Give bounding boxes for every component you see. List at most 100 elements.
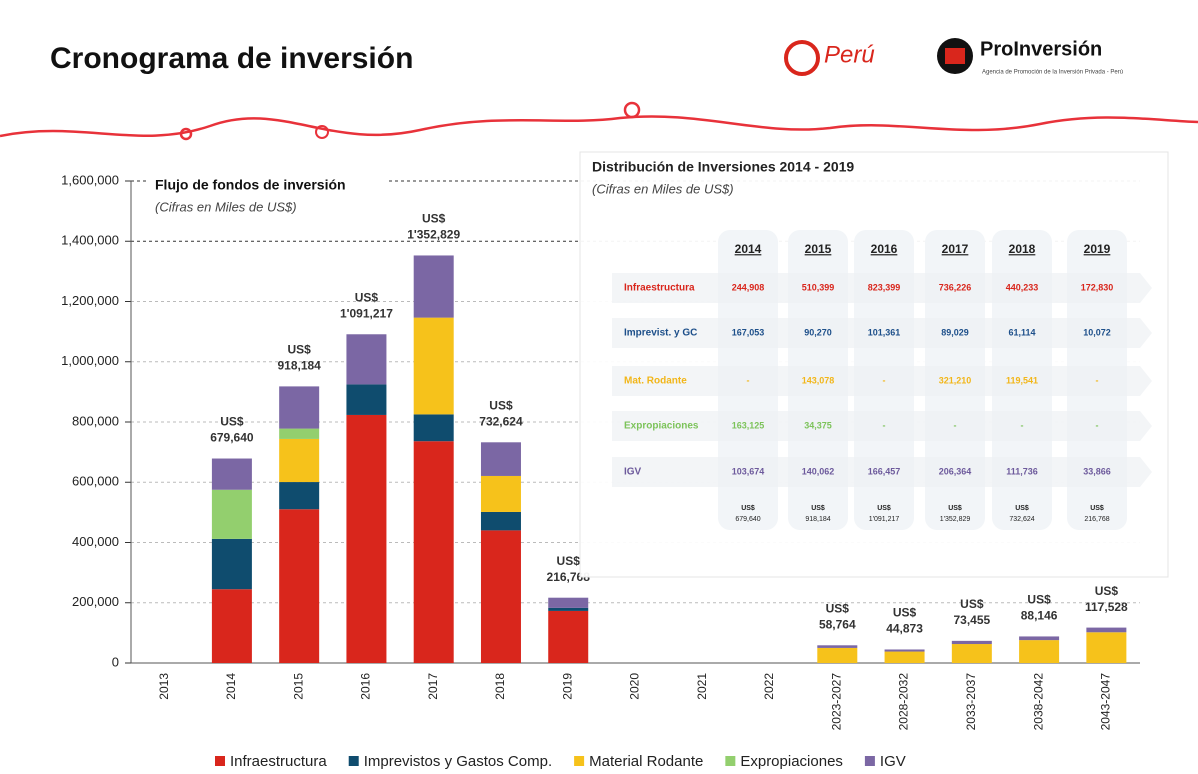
table-total: 732,624 (1009, 516, 1034, 523)
y-tick-label: 0 (112, 654, 119, 669)
x-tick-label: 2020 (628, 673, 642, 700)
peru-logo: Perú (824, 41, 875, 68)
row-label: Mat. Rodante (624, 376, 687, 387)
table-total: 216,768 (1084, 516, 1109, 523)
row-label: Infraestructura (624, 283, 695, 294)
total-prefix: US$ (811, 505, 825, 512)
legend-swatch (574, 756, 585, 766)
legend-label: Expropiaciones (740, 753, 843, 770)
column-header: 2017 (942, 242, 969, 256)
table-cell: 143,078 (802, 375, 835, 385)
table-cell: 119,541 (1006, 375, 1038, 385)
table-cell: - (883, 420, 886, 430)
table-cell: 34,375 (804, 420, 832, 430)
table-cell: 167,053 (732, 327, 765, 337)
total-label: 679,640 (210, 430, 254, 444)
total-prefix: US$ (877, 505, 891, 512)
total-label: 216,768 (547, 570, 591, 584)
y-tick-label: 200,000 (72, 594, 119, 609)
table-cell: 33,866 (1083, 466, 1111, 476)
table-total: 1'352,829 (940, 516, 971, 523)
table-cell: 736,226 (939, 282, 972, 292)
bar-segment (279, 386, 320, 429)
bar-segment (279, 482, 320, 510)
bar-segment (884, 651, 925, 663)
bar-segment (211, 589, 252, 663)
total-prefix: US$ (422, 212, 446, 226)
table-cell: 163,125 (732, 420, 765, 430)
legend-label: Infraestructura (230, 753, 327, 770)
inset-subtitle: (Cifras en Miles de US$) (592, 181, 734, 196)
slide-title: Cronograma de inversión (50, 42, 413, 75)
bar-segment (817, 647, 858, 663)
y-tick-label: 1,000,000 (61, 353, 119, 368)
total-prefix: US$ (893, 606, 917, 620)
table-total: 918,184 (805, 516, 830, 523)
total-label: 88,146 (1021, 609, 1058, 623)
table-cell: - (1021, 420, 1024, 430)
bar-segment (346, 384, 387, 415)
table-cell: 111,736 (1006, 466, 1038, 476)
bar-segment (413, 255, 454, 318)
legend-label: Material Rodante (589, 753, 703, 770)
legend-swatch (864, 756, 875, 766)
table-cell: 89,029 (941, 327, 969, 337)
bar-segment (548, 597, 589, 608)
legend-swatch (215, 756, 225, 766)
column-header: 2018 (1009, 242, 1036, 256)
y-tick-label: 1,400,000 (61, 233, 119, 248)
table-cell: 166,457 (868, 466, 901, 476)
x-tick-label: 2019 (560, 673, 574, 700)
x-tick-label: 2015 (291, 673, 305, 700)
x-tick-label: 2013 (157, 673, 171, 700)
table-cell: 440,233 (1006, 282, 1039, 292)
table-cell: 206,364 (939, 466, 972, 476)
bar-segment (279, 428, 320, 439)
decorative-wave (0, 115, 1198, 138)
bar-segment (884, 649, 925, 652)
bar-segment (548, 610, 589, 663)
row-arrow (612, 273, 1152, 303)
chart-title: Flujo de fondos de inversión (155, 177, 346, 193)
bar-segment (817, 645, 858, 648)
x-tick-label: 2017 (426, 673, 440, 700)
total-label: 117,528 (1085, 600, 1128, 614)
total-prefix: US$ (948, 505, 962, 512)
table-cell: - (883, 375, 886, 385)
column-header: 2019 (1084, 242, 1111, 256)
total-prefix: US$ (557, 554, 581, 568)
x-tick-label: 2016 (359, 673, 373, 700)
bar-segment (480, 511, 521, 531)
decor-dot (623, 101, 641, 119)
total-prefix: US$ (489, 398, 513, 412)
x-tick-label: 2022 (762, 673, 776, 700)
total-prefix: US$ (960, 597, 984, 611)
total-label: 918,184 (277, 359, 321, 373)
legend-label: Imprevistos y Gastos Comp. (364, 753, 552, 770)
table-cell: 321,210 (939, 375, 972, 385)
table-cell: 510,399 (802, 282, 835, 292)
total-prefix: US$ (220, 414, 244, 428)
inset-title: Distribución de Inversiones 2014 - 2019 (592, 159, 854, 175)
bar-segment (279, 509, 320, 663)
bar-segment (548, 607, 589, 611)
peru-logo-mark (784, 40, 820, 76)
row-arrow (612, 318, 1152, 348)
x-tick-label: 2021 (695, 673, 709, 700)
bar-segment (346, 334, 387, 385)
bar-segment (480, 442, 521, 476)
table-cell: 140,062 (802, 466, 835, 476)
bar-segment (951, 644, 992, 663)
total-label: 1'091,217 (340, 306, 393, 320)
proinversion-logo: ProInversión (980, 38, 1102, 60)
total-label: 732,624 (479, 414, 523, 428)
bar-segment (951, 640, 992, 645)
legend-label: IGV (880, 753, 906, 770)
bar-segment (211, 458, 252, 490)
bar-segment (480, 475, 521, 512)
table-cell: 244,908 (732, 282, 765, 292)
total-prefix: US$ (826, 601, 850, 615)
table-cell: 10,072 (1083, 327, 1111, 337)
decor-dot (179, 127, 193, 141)
